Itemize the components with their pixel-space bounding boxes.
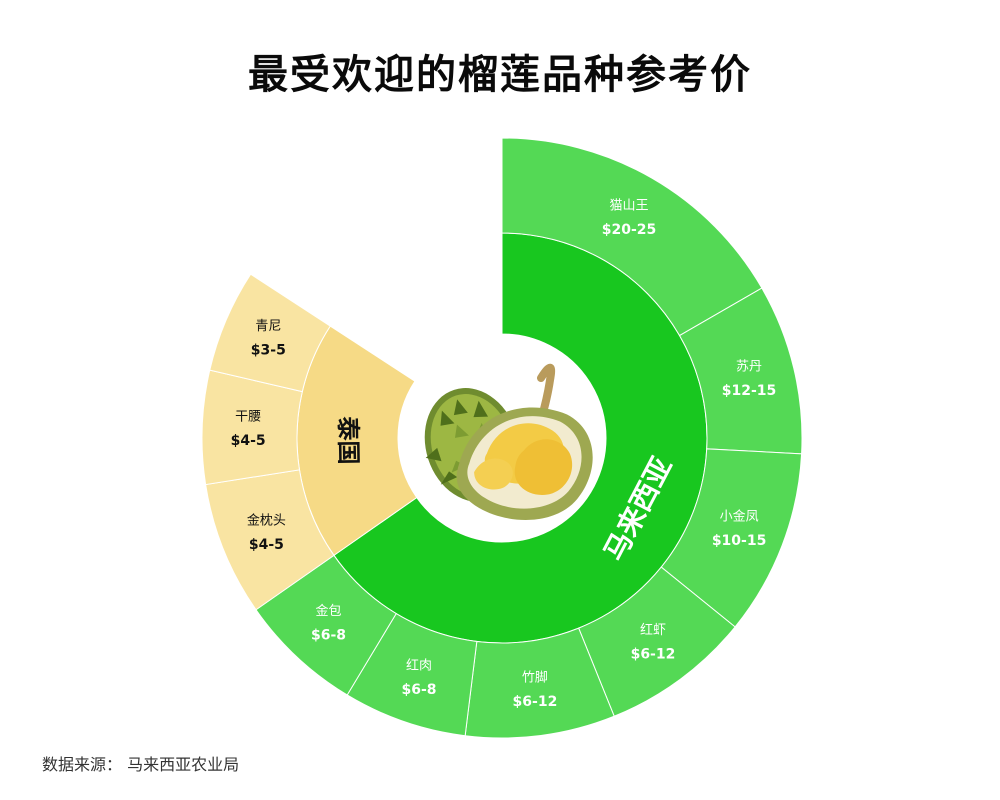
variety-price-0-3: $6-12 <box>631 646 676 662</box>
variety-price-1-0: $4-5 <box>249 537 284 553</box>
variety-name-0-2: 小金凤 <box>720 509 759 525</box>
variety-name-0-5: 红肉 <box>406 658 432 674</box>
variety-name-1-0: 金枕头 <box>247 512 286 528</box>
variety-price-0-5: $6-8 <box>402 682 437 698</box>
variety-name-1-2: 青尼 <box>255 319 281 334</box>
outer-ring <box>201 137 803 739</box>
variety-price-0-0: $20-25 <box>602 222 657 238</box>
variety-name-0-6: 金包 <box>316 603 342 619</box>
variety-price-0-2: $10-15 <box>712 533 767 549</box>
country-label-1: 泰国 <box>334 416 363 464</box>
variety-price-0-1: $12-15 <box>722 383 777 399</box>
variety-price-1-1: $4-5 <box>231 433 266 449</box>
variety-price-1-2: $3-5 <box>251 342 286 358</box>
chart-title: 最受欢迎的榴莲品种参考价 <box>248 52 752 98</box>
variety-price-0-4: $6-12 <box>513 694 558 710</box>
data-source: 数据来源： 马来西亚农业局 <box>42 755 240 774</box>
variety-name-1-1: 干腰 <box>235 409 261 424</box>
variety-segment-1-2 <box>209 273 331 393</box>
variety-price-0-6: $6-8 <box>311 628 346 644</box>
variety-name-0-0: 猫山王 <box>610 199 649 214</box>
variety-name-0-4: 竹脚 <box>522 669 548 685</box>
variety-name-0-1: 苏丹 <box>736 358 762 374</box>
variety-name-0-3: 红虾 <box>640 622 666 638</box>
durian-icon <box>398 334 606 542</box>
